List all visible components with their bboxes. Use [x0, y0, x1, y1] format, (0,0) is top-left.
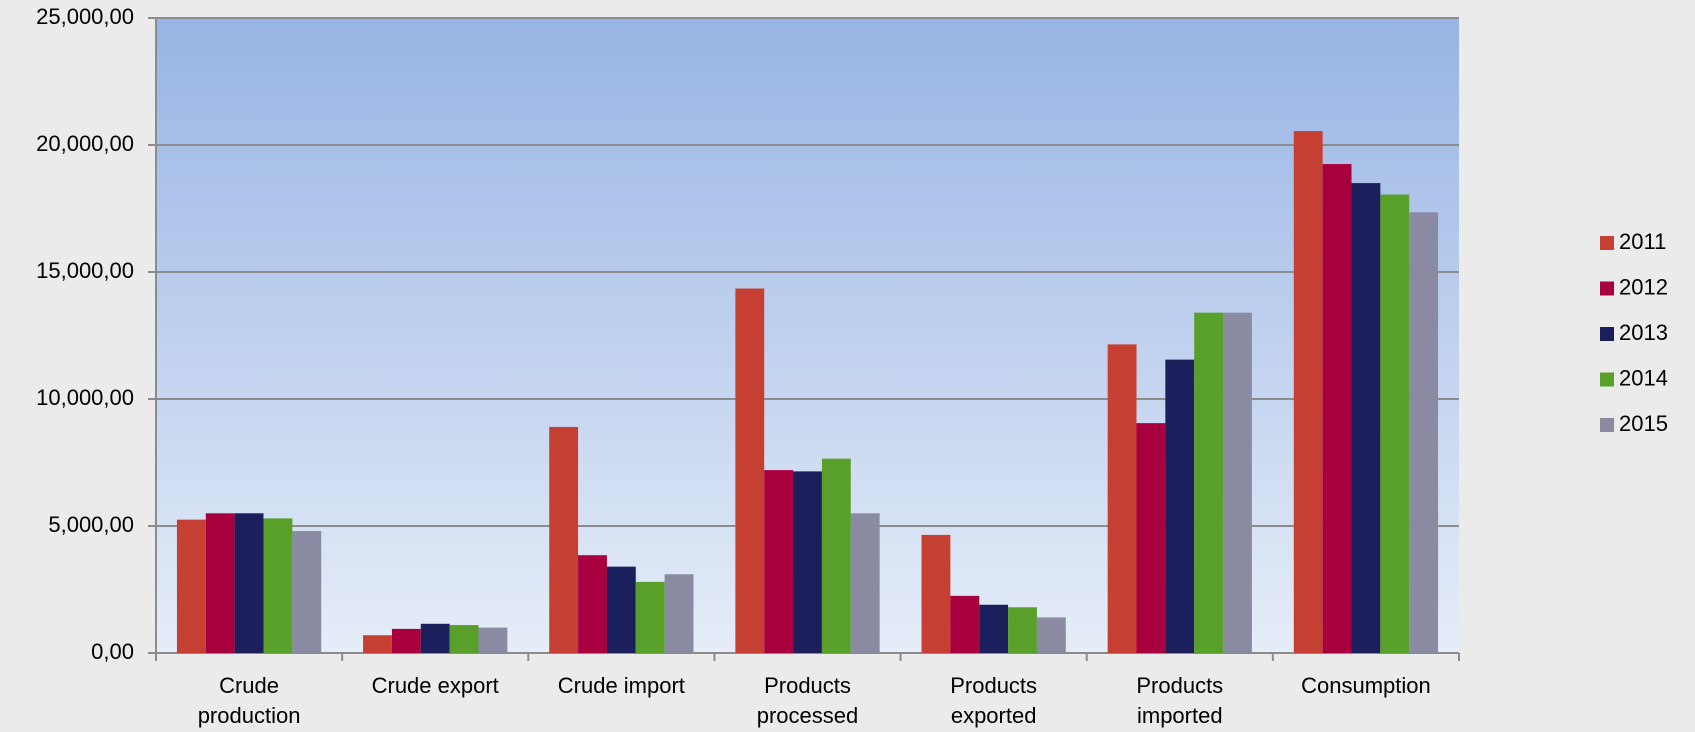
x-tick-label: Crude export	[371, 673, 499, 698]
bar	[1409, 212, 1439, 653]
bar	[764, 470, 794, 653]
bar	[793, 471, 822, 653]
bar	[1107, 344, 1137, 653]
bar	[979, 604, 1009, 653]
bar	[1293, 131, 1323, 653]
x-tick-label: Crude import	[557, 673, 685, 698]
bar	[1165, 359, 1195, 653]
bar	[921, 534, 951, 653]
bar	[420, 623, 450, 653]
bar	[1008, 607, 1037, 653]
legend-label: 2011	[1619, 229, 1666, 254]
bar	[449, 625, 479, 653]
bar	[1322, 164, 1352, 654]
y-tick-label: 10,000,00	[36, 385, 134, 410]
bar	[478, 627, 508, 653]
x-tick-label: Crude production	[197, 673, 301, 728]
y-tick-label: 5,000,00	[48, 512, 134, 537]
bar	[363, 635, 392, 653]
bar	[391, 628, 421, 653]
legend-label: 2015	[1619, 411, 1668, 436]
legend-swatch	[1600, 281, 1614, 296]
bar	[635, 581, 665, 653]
bar	[205, 513, 235, 653]
y-tick-label: 25,000,00	[36, 4, 134, 29]
bar	[1136, 423, 1166, 653]
y-tick-label: 0,00	[91, 639, 134, 664]
x-tick-label: Products processed	[756, 673, 859, 728]
legend-label: 2012	[1619, 274, 1668, 299]
x-tick-label: Products imported	[1136, 673, 1224, 728]
legend-label: 2014	[1619, 365, 1668, 390]
bar	[821, 458, 851, 653]
x-tick-label: Products exported	[950, 673, 1038, 728]
bar	[850, 513, 880, 653]
legend-swatch	[1600, 236, 1614, 250]
bar	[606, 566, 636, 653]
legend-swatch	[1600, 372, 1614, 387]
bar	[1223, 312, 1252, 653]
legend-swatch	[1600, 418, 1614, 432]
y-tick-label: 15,000,00	[36, 258, 134, 283]
legend-label: 2013	[1619, 320, 1668, 345]
bar	[578, 555, 607, 653]
bar	[1036, 617, 1066, 653]
bar	[292, 531, 322, 653]
y-tick-label: 20,000,00	[36, 131, 134, 156]
bar	[1194, 312, 1224, 653]
bar	[176, 519, 206, 653]
bar	[549, 426, 579, 653]
bar	[234, 513, 264, 653]
x-tick-label: Consumption	[1301, 673, 1431, 698]
bar	[1351, 183, 1381, 653]
legend-swatch	[1600, 327, 1614, 341]
bar	[735, 288, 765, 653]
bar	[950, 595, 980, 653]
bar	[664, 574, 694, 653]
bar	[1380, 194, 1410, 653]
bar	[263, 518, 293, 653]
